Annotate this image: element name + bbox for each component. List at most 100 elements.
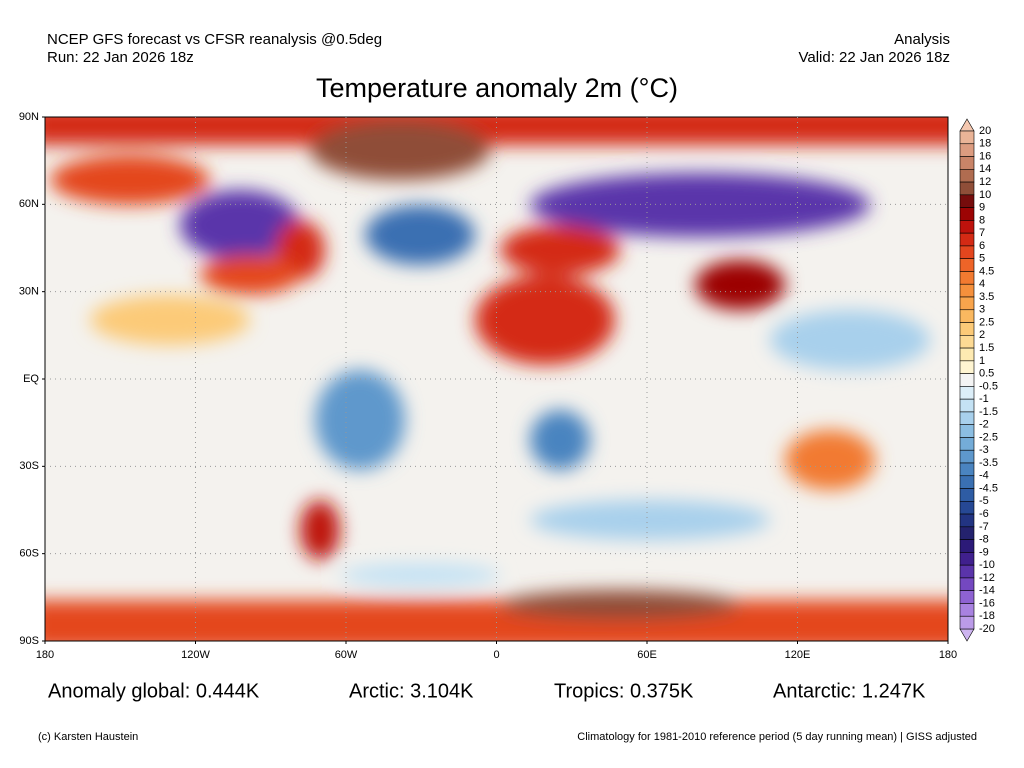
lon-label: 120W xyxy=(181,649,210,661)
colorbar-label: 14 xyxy=(979,163,991,175)
colorbar-label: 8 xyxy=(979,214,985,226)
colorbar-label: -8 xyxy=(979,534,989,546)
map-field xyxy=(45,117,948,641)
colorbar-box xyxy=(959,411,975,425)
colorbar-box xyxy=(959,526,975,540)
lat-label: 90N xyxy=(19,111,39,123)
colorbar-label: 3 xyxy=(979,304,985,316)
colorbar-label: 4 xyxy=(979,278,985,290)
colorbar-label: 1 xyxy=(979,355,985,367)
stat: Antarctic: 1.247K xyxy=(773,680,926,702)
colorbar-box xyxy=(959,552,975,566)
colorbar-box xyxy=(959,539,975,553)
header-line: Analysis xyxy=(894,31,950,48)
colorbar-box xyxy=(959,488,975,502)
colorbar-label: 5 xyxy=(979,253,985,265)
colorbar-label: -4.5 xyxy=(979,482,998,494)
colorbar-label: 2.5 xyxy=(979,316,994,328)
colorbar-box xyxy=(959,220,975,234)
colorbar-box xyxy=(959,245,975,259)
colorbar-label: 20 xyxy=(979,125,991,137)
colorbar-end xyxy=(959,118,975,132)
colorbar-label: -12 xyxy=(979,572,995,584)
colorbar-label: -3 xyxy=(979,444,989,456)
colorbar-label: 2 xyxy=(979,329,985,341)
map-title: Temperature anomaly 2m (°C) xyxy=(316,73,678,103)
colorbar-box xyxy=(959,475,975,489)
colorbar-box xyxy=(959,232,975,247)
colorbar-box xyxy=(959,143,975,157)
colorbar-label: 7 xyxy=(979,227,985,239)
colorbar-label: -6 xyxy=(979,508,989,520)
colorbar-box xyxy=(959,181,975,196)
lat-label: 30N xyxy=(19,286,39,298)
colorbar-box xyxy=(959,449,975,464)
colorbar-label: 12 xyxy=(979,176,991,188)
colorbar-label: 3.5 xyxy=(979,291,994,303)
colorbar-end xyxy=(959,628,975,642)
colorbar-box xyxy=(959,335,975,349)
colorbar-box xyxy=(959,194,975,208)
colorbar-label: -9 xyxy=(979,546,989,558)
colorbar-box xyxy=(959,296,975,311)
stat: Anomaly global: 0.444K xyxy=(48,680,260,702)
header-line: NCEP GFS forecast vs CFSR reanalysis @0.… xyxy=(47,31,382,48)
colorbar-box xyxy=(959,437,975,451)
colorbar-label: -2.5 xyxy=(979,431,998,443)
lon-label: 60W xyxy=(335,649,358,661)
lat-label: 90S xyxy=(19,635,39,647)
colorbar-box xyxy=(959,207,975,221)
colorbar-label: 10 xyxy=(979,189,991,201)
colorbar-box xyxy=(959,347,975,362)
colorbar-label: -10 xyxy=(979,559,995,571)
colorbar-box xyxy=(959,156,975,170)
colorbar-label: 18 xyxy=(979,138,991,150)
colorbar-label: -1.5 xyxy=(979,406,998,418)
lon-label: 60E xyxy=(637,649,657,661)
colorbar-label: 4.5 xyxy=(979,265,994,277)
colorbar-label: -16 xyxy=(979,597,995,609)
lon-label: 180 xyxy=(36,649,54,661)
colorbar-label: -0.5 xyxy=(979,380,998,392)
stat: Tropics: 0.375K xyxy=(554,680,694,702)
stat: Arctic: 3.104K xyxy=(349,680,474,702)
lat-label: 60S xyxy=(19,548,39,560)
colorbar: 201816141210987654.543.532.521.510.5-0.5… xyxy=(959,118,998,642)
colorbar-label: -7 xyxy=(979,521,989,533)
colorbar-box xyxy=(959,398,975,413)
colorbar-box xyxy=(959,386,975,400)
colorbar-label: -18 xyxy=(979,610,995,622)
colorbar-label: -20 xyxy=(979,623,995,635)
colorbar-box xyxy=(959,360,975,374)
colorbar-box xyxy=(959,577,975,591)
colorbar-box xyxy=(959,564,975,579)
colorbar-box xyxy=(959,271,975,285)
note: Climatology for 1981-2010 reference peri… xyxy=(577,731,977,743)
colorbar-box xyxy=(959,373,975,387)
colorbar-label: -4 xyxy=(979,470,989,482)
lon-label: 120E xyxy=(785,649,811,661)
colorbar-label: 16 xyxy=(979,150,991,162)
colorbar-label: 9 xyxy=(979,202,985,214)
lon-label: 0 xyxy=(493,649,499,661)
colorbar-box xyxy=(959,590,975,604)
colorbar-box xyxy=(959,322,975,336)
lat-label: 60N xyxy=(19,198,39,210)
colorbar-label: -1 xyxy=(979,393,989,405)
colorbar-box xyxy=(959,615,975,630)
colorbar-label: -2 xyxy=(979,419,989,431)
colorbar-box xyxy=(959,169,975,183)
graticule: 90N 60N 30N EQ 30S 60S 90S 180 120W 60W 0 60E 120E 18… xyxy=(19,111,957,661)
colorbar-box xyxy=(959,501,975,515)
colorbar-box xyxy=(959,258,975,272)
lat-label: EQ xyxy=(23,373,39,385)
colorbar-box xyxy=(959,309,975,323)
colorbar-label: -14 xyxy=(979,585,995,597)
colorbar-box xyxy=(959,513,975,528)
credit: (c) Karsten Haustein xyxy=(38,731,138,743)
header-line: Valid: 22 Jan 2026 18z xyxy=(798,49,950,66)
colorbar-label: -3.5 xyxy=(979,457,998,469)
header-line: Run: 22 Jan 2026 18z xyxy=(47,49,194,66)
colorbar-box xyxy=(959,130,975,145)
